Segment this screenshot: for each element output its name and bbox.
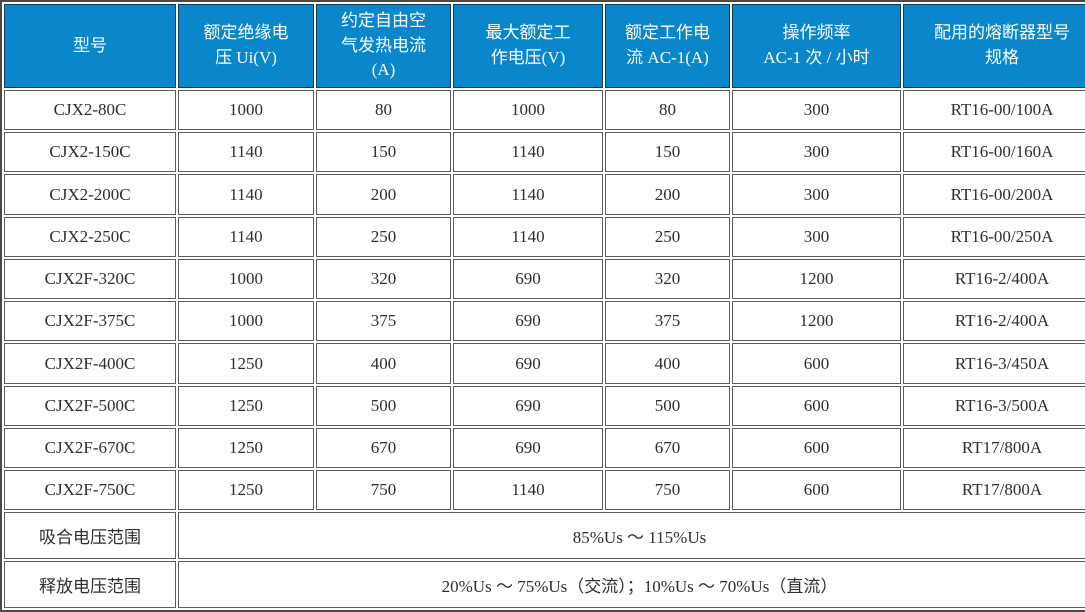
footer-label-cell: 吸合电压范围 [4,512,176,560]
value-cell: 690 [453,258,603,300]
value-cell: RT16-2/400A [903,301,1085,342]
value-cell: 1140 [453,174,603,215]
value-cell: 1250 [178,343,314,384]
value-cell: RT16-2/400A [903,258,1085,300]
model-cell: CJX2F-400C [4,343,176,384]
value-cell: 600 [732,343,901,384]
value-cell: 600 [732,385,901,426]
value-cell: 250 [316,216,451,257]
table-row: CJX2F-500C 1250 500 690 500 600 RT16-3/5… [4,385,1085,426]
value-cell: 750 [316,470,451,511]
value-cell: 500 [316,385,451,426]
release-voltage-row: 释放电压范围 20%Us ～ 75%Us（交流）；10%Us ～ 70%Us（直… [4,561,1085,608]
value-cell: RT16-00/100A [903,90,1085,131]
col-header-model: 型号 [4,4,176,88]
value-cell: 1000 [453,90,603,131]
table-row: CJX2-80C 1000 80 1000 80 300 RT16-00/100… [4,90,1085,131]
value-cell: 320 [605,258,730,300]
value-cell: 300 [732,216,901,257]
model-cell: CJX2-150C [4,132,176,173]
value-cell: 1140 [453,470,603,511]
col-header-thermal-current: 约定自由空 气发热电流 (A) [316,4,451,88]
table-row: CJX2-250C 1140 250 1140 250 300 RT16-00/… [4,216,1085,257]
value-cell: 1000 [178,258,314,300]
value-cell: 200 [316,174,451,215]
value-cell: 1140 [178,216,314,257]
value-cell: 750 [605,470,730,511]
footer-label-cell: 释放电压范围 [4,561,176,608]
value-cell: 150 [605,132,730,173]
col-header-max-working-voltage: 最大额定工 作电压(V) [453,4,603,88]
model-cell: CJX2F-320C [4,258,176,300]
value-cell: 690 [453,427,603,469]
table-row: CJX2F-400C 1250 400 690 400 600 RT16-3/4… [4,343,1085,384]
model-cell: CJX2-200C [4,174,176,215]
value-cell: RT16-00/200A [903,174,1085,215]
col-header-fuse-spec: 配用的熔断器型号 规格 [903,4,1085,88]
table-row: CJX2F-750C 1250 750 1140 750 600 RT17/80… [4,470,1085,511]
value-cell: 300 [732,174,901,215]
value-cell: 300 [732,90,901,131]
value-cell: 600 [732,470,901,511]
value-cell: 200 [605,174,730,215]
value-cell: RT17/800A [903,470,1085,511]
table-row: CJX2F-670C 1250 670 690 670 600 RT17/800… [4,427,1085,469]
value-cell: 250 [605,216,730,257]
value-cell: RT16-00/160A [903,132,1085,173]
table-body: CJX2-80C 1000 80 1000 80 300 RT16-00/100… [4,90,1085,608]
value-cell: 670 [316,427,451,469]
value-cell: 1200 [732,301,901,342]
model-cell: CJX2-250C [4,216,176,257]
value-cell: 1140 [453,216,603,257]
value-cell: 1250 [178,470,314,511]
value-cell: 1140 [178,174,314,215]
value-cell: RT16-3/450A [903,343,1085,384]
table-row: CJX2-150C 1140 150 1140 150 300 RT16-00/… [4,132,1085,173]
table-row: CJX2-200C 1140 200 1140 200 300 RT16-00/… [4,174,1085,215]
value-cell: 500 [605,385,730,426]
pickup-voltage-row: 吸合电压范围 85%Us ～ 115%Us [4,512,1085,560]
model-cell: CJX2F-670C [4,427,176,469]
value-cell: 300 [732,132,901,173]
value-cell: 400 [316,343,451,384]
value-cell: 1250 [178,427,314,469]
value-cell: 80 [605,90,730,131]
value-cell: 1000 [178,90,314,131]
model-cell: CJX2F-375C [4,301,176,342]
footer-value-cell: 20%Us ～ 75%Us（交流）；10%Us ～ 70%Us（直流） [178,561,1085,608]
value-cell: 1140 [453,132,603,173]
value-cell: 375 [316,301,451,342]
value-cell: RT16-00/250A [903,216,1085,257]
value-cell: 80 [316,90,451,131]
value-cell: 690 [453,343,603,384]
value-cell: 600 [732,427,901,469]
model-cell: CJX2F-500C [4,385,176,426]
value-cell: 150 [316,132,451,173]
col-header-insulation-voltage: 额定绝缘电 压 Ui(V) [178,4,314,88]
table-row: CJX2F-320C 1000 320 690 320 1200 RT16-2/… [4,258,1085,300]
value-cell: 1250 [178,385,314,426]
header-row: 型号 额定绝缘电 压 Ui(V) 约定自由空 气发热电流 (A) 最大额定工 作… [4,4,1085,88]
value-cell: 1140 [178,132,314,173]
value-cell: 1000 [178,301,314,342]
table-row: CJX2F-375C 1000 375 690 375 1200 RT16-2/… [4,301,1085,342]
model-cell: CJX2F-750C [4,470,176,511]
col-header-operating-frequency: 操作频率 AC-1 次 / 小时 [732,4,901,88]
col-header-working-current: 额定工作电 流 AC-1(A) [605,4,730,88]
footer-value-cell: 85%Us ～ 115%Us [178,512,1085,560]
value-cell: 375 [605,301,730,342]
value-cell: 690 [453,301,603,342]
table-header: 型号 额定绝缘电 压 Ui(V) 约定自由空 气发热电流 (A) 最大额定工 作… [4,4,1085,88]
value-cell: 1200 [732,258,901,300]
value-cell: 400 [605,343,730,384]
value-cell: RT16-3/500A [903,385,1085,426]
model-cell: CJX2-80C [4,90,176,131]
value-cell: 320 [316,258,451,300]
value-cell: 670 [605,427,730,469]
value-cell: RT17/800A [903,427,1085,469]
value-cell: 690 [453,385,603,426]
